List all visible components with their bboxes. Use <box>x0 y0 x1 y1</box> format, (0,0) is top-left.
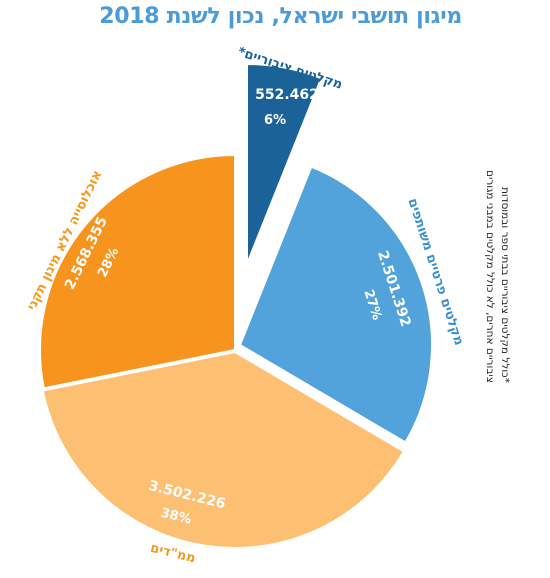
pie-slice-1 <box>246 62 323 265</box>
slice-percent-label-1: 6% <box>264 113 286 128</box>
slice-value-label-1: 552.462 <box>255 87 319 103</box>
pie-slice-3 <box>41 350 406 549</box>
footnote-line-1: *כולל מקלטים ציבוריים בבתי ספר ובמוסדות <box>499 187 511 383</box>
footnote: *כולל מקלטים ציבוריים בבתי ספר ובמוסדות … <box>482 170 512 383</box>
slice-category-label-3: ממ"דים <box>149 541 197 567</box>
slice-percent-label-3: 38% <box>159 506 193 528</box>
pie-slice-4 <box>39 153 236 390</box>
pie-slice-2 <box>238 165 433 444</box>
footnote-line-2: ציבוריים אחרים, לא כולל מקלטים במבני מגו… <box>484 170 496 383</box>
chart-title: מיגון תושבי ישראל, נכון לשנת 2018 <box>99 4 462 29</box>
